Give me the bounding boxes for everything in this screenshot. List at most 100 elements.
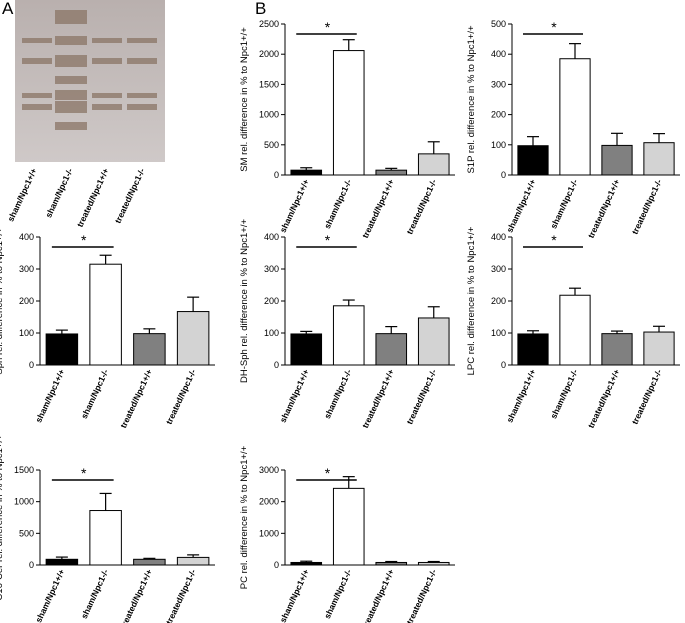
y-tick-label: 1000 (259, 528, 279, 538)
x-tick-label: treated/Npc1-/- (630, 177, 664, 235)
x-tick-label: treated/Npc1-/- (630, 367, 664, 425)
y-axis-label: Sph rel. difference in % to Npc1+/+ (0, 227, 5, 375)
x-tick-label: sham/Npc1+/+ (504, 178, 537, 234)
significance-mark: * (551, 19, 557, 35)
y-tick-label: 200 (491, 110, 506, 120)
y-tick-label: 300 (19, 264, 34, 274)
y-tick-label: 0 (274, 170, 279, 180)
bar (290, 561, 323, 566)
y-tick-label: 1500 (259, 79, 279, 89)
y-tick-label: 300 (264, 264, 279, 274)
x-tick-label: treated/Npc1-/- (164, 567, 198, 623)
bar (89, 263, 122, 366)
bar (417, 561, 450, 566)
y-tick-label: 0 (274, 360, 279, 370)
y-tick-label: 100 (19, 328, 34, 338)
bar (332, 305, 365, 366)
gel-lane-label: sham/Npc1-/- (43, 166, 75, 219)
y-axis-label: C16-Cer rel. difference in % to Npc1+/+ (0, 434, 5, 601)
bar (559, 58, 591, 176)
x-tick-label: sham/Npc1-/- (322, 367, 354, 420)
y-tick-label: 500 (19, 528, 34, 538)
bar (375, 561, 408, 566)
bar (332, 50, 365, 176)
y-axis-label: SM rel. difference in % to Npc1+/+ (239, 27, 250, 172)
bar (45, 333, 79, 366)
significance-mark: * (81, 232, 87, 248)
y-tick-label: 1000 (259, 110, 279, 120)
bar (176, 556, 210, 566)
y-axis-label: LPC rel. difference in % to Npc1+/+ (466, 226, 477, 375)
bar (643, 142, 675, 176)
y-tick-label: 400 (264, 232, 279, 242)
x-tick-label: treated/Npc1+/+ (360, 178, 396, 240)
bar (375, 169, 408, 176)
y-tick-label: 400 (491, 232, 506, 242)
gel-image (15, 0, 165, 162)
x-tick-label: treated/Npc1-/- (404, 567, 438, 623)
x-tick-label: sham/Npc1+/+ (278, 178, 311, 234)
y-tick-label: 0 (501, 170, 506, 180)
y-axis-label: S1P rel. difference in % to Npc1+/+ (466, 25, 477, 173)
y-axis-label: DH-Sph rel. difference in % to Npc1+/+ (239, 219, 250, 383)
significance-mark: * (81, 465, 87, 481)
x-tick-label: treated/Npc1+/+ (360, 368, 396, 430)
bar (176, 311, 210, 366)
y-tick-label: 100 (491, 328, 506, 338)
panel-label: A (2, 0, 14, 18)
bar (45, 558, 79, 566)
bar (643, 331, 675, 366)
x-tick-label: sham/Npc1+/+ (33, 568, 66, 623)
y-tick-label: 100 (264, 328, 279, 338)
bar (133, 558, 166, 566)
bar (517, 145, 549, 176)
y-tick-label: 2500 (259, 19, 279, 29)
x-tick-label: treated/Npc1+/+ (360, 568, 396, 623)
x-tick-label: treated/Npc1-/- (404, 177, 438, 235)
x-tick-label: sham/Npc1+/+ (278, 568, 311, 623)
y-tick-label: 100 (491, 140, 506, 150)
y-tick-label: 300 (491, 264, 506, 274)
y-tick-label: 0 (501, 360, 506, 370)
x-tick-label: sham/Npc1-/- (322, 177, 354, 230)
x-tick-label: sham/Npc1-/- (548, 177, 580, 230)
y-tick-label: 300 (491, 79, 506, 89)
x-tick-label: treated/Npc1+/+ (586, 368, 622, 430)
bar (417, 153, 450, 176)
y-tick-label: 500 (264, 140, 279, 150)
y-tick-label: 1500 (14, 465, 34, 475)
bar (517, 333, 549, 366)
x-tick-label: treated/Npc1+/+ (118, 368, 154, 430)
y-tick-label: 2000 (259, 49, 279, 59)
significance-mark: * (325, 465, 331, 481)
x-tick-label: sham/Npc1-/- (548, 367, 580, 420)
bar (133, 333, 166, 366)
y-tick-label: 2000 (259, 497, 279, 507)
bar (417, 317, 450, 366)
bar (290, 333, 323, 366)
x-tick-label: sham/Npc1-/- (79, 367, 111, 420)
x-tick-label: sham/Npc1+/+ (278, 368, 311, 424)
y-tick-label: 200 (19, 296, 34, 306)
x-tick-label: treated/Npc1+/+ (586, 178, 622, 240)
bar (601, 333, 633, 366)
y-tick-label: 1000 (14, 497, 34, 507)
x-tick-label: sham/Npc1+/+ (504, 368, 537, 424)
y-tick-label: 200 (491, 296, 506, 306)
bar (601, 144, 633, 176)
x-tick-label: treated/Npc1-/- (404, 367, 438, 425)
bar (559, 294, 591, 366)
gel-lane-label: sham/Npc1+/+ (5, 167, 38, 223)
y-tick-label: 400 (19, 232, 34, 242)
bar (332, 487, 365, 566)
panel-label: B (255, 0, 266, 18)
y-axis-label: PC rel. difference in % to Npc1+/+ (239, 445, 250, 589)
y-tick-label: 500 (491, 19, 506, 29)
significance-mark: * (551, 232, 557, 248)
x-tick-label: treated/Npc1+/+ (118, 568, 154, 623)
x-tick-label: sham/Npc1-/- (322, 567, 354, 620)
bar (89, 510, 122, 566)
y-tick-label: 3000 (259, 465, 279, 475)
x-tick-label: treated/Npc1-/- (164, 367, 198, 425)
